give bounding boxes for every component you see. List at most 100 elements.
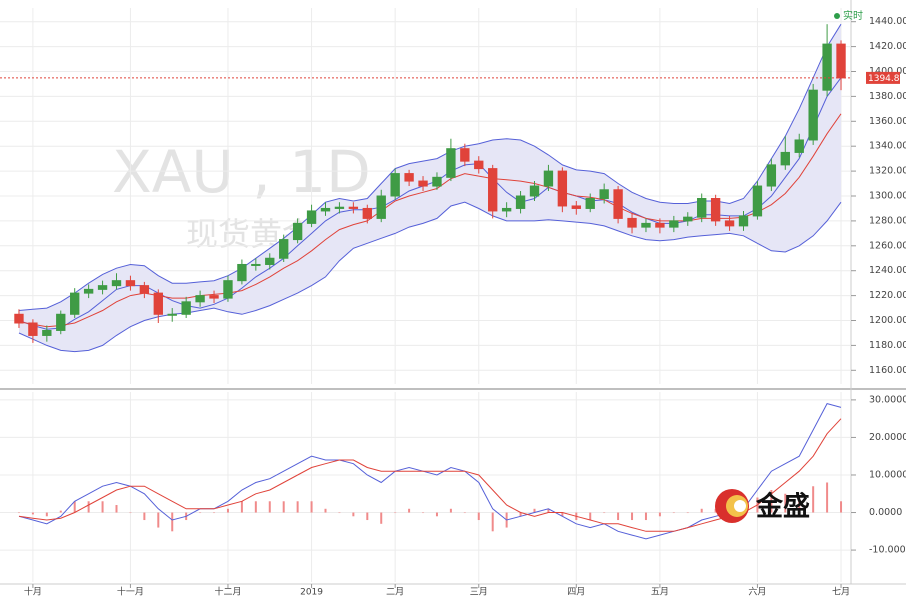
status: 实时 bbox=[843, 9, 863, 22]
histogram-bar bbox=[213, 512, 216, 514]
candle-body bbox=[404, 173, 414, 182]
macd-line bbox=[18, 403, 842, 540]
histogram-bar bbox=[408, 508, 411, 513]
x-tick-label: 三月 bbox=[470, 587, 488, 598]
candle-body bbox=[251, 263, 261, 266]
candle-body bbox=[460, 148, 470, 162]
histogram-bar bbox=[157, 512, 160, 528]
y-tick-label: -10.0000 bbox=[869, 545, 906, 556]
histogram-bar bbox=[449, 508, 452, 513]
candle-body bbox=[585, 197, 595, 209]
candle-body bbox=[571, 205, 581, 209]
y-tick-label: 1380.00 bbox=[869, 91, 906, 102]
y-tick-label: 1240.00 bbox=[869, 265, 906, 276]
histogram-bar bbox=[394, 512, 397, 514]
x-tick-label: 十一月 bbox=[117, 586, 144, 598]
y-tick-label: 1440.00 bbox=[869, 16, 906, 27]
x-tick-label: 2019 bbox=[300, 588, 323, 598]
candle-body bbox=[97, 285, 108, 290]
candle-body bbox=[613, 189, 623, 219]
logo-group: 金盛 bbox=[715, 489, 810, 523]
histogram-bar bbox=[840, 501, 843, 513]
candle-body bbox=[710, 197, 721, 222]
macd-line bbox=[18, 418, 842, 532]
candle-body bbox=[655, 222, 665, 228]
candle-body bbox=[432, 176, 442, 187]
histogram-bar bbox=[519, 512, 522, 517]
histogram-bar bbox=[268, 501, 271, 513]
histogram-bar bbox=[366, 512, 369, 521]
y-tick-label: 1300.00 bbox=[869, 191, 906, 202]
y-tick-label: 1260.00 bbox=[869, 240, 906, 251]
band-lower bbox=[18, 201, 842, 353]
candle-body bbox=[766, 164, 777, 187]
candle-body bbox=[265, 257, 275, 265]
y-tick-label: 1180.00 bbox=[869, 340, 906, 351]
y-tick-label: 10.0000 bbox=[869, 469, 906, 480]
histogram-bar bbox=[617, 512, 620, 521]
histogram-bar bbox=[770, 490, 773, 513]
y-tick-label: 1220.00 bbox=[869, 290, 906, 301]
candle-body bbox=[446, 148, 456, 178]
candle-body bbox=[56, 313, 66, 331]
candle-body bbox=[738, 215, 749, 227]
x-tick-label: 十二月 bbox=[214, 586, 241, 598]
candle-body bbox=[627, 217, 637, 228]
candle-body bbox=[794, 139, 804, 153]
histogram-bar bbox=[254, 501, 257, 513]
candle-body bbox=[488, 168, 498, 212]
candle-body bbox=[752, 185, 763, 217]
x-tick-label: 四月 bbox=[567, 587, 585, 598]
candle-body bbox=[139, 285, 150, 294]
candle-body bbox=[697, 197, 707, 218]
histogram-bar bbox=[533, 508, 536, 513]
y-tick-label: 1160.00 bbox=[869, 365, 906, 376]
y-tick-label: 20.0000 bbox=[869, 432, 906, 443]
y-tick-label: 30.0000 bbox=[869, 394, 906, 405]
histogram-bar bbox=[226, 508, 229, 513]
x-tick-label: 二月 bbox=[386, 587, 404, 598]
candle-body bbox=[376, 195, 386, 219]
candle-body bbox=[111, 280, 122, 287]
candle-body bbox=[669, 220, 679, 228]
histogram-bar bbox=[658, 512, 661, 517]
histogram-bar bbox=[87, 501, 90, 513]
histogram-bar bbox=[59, 510, 62, 513]
histogram-bar bbox=[589, 512, 592, 521]
histogram-bar bbox=[73, 501, 76, 513]
x-tick-label: 五月 bbox=[651, 587, 669, 598]
candle-body bbox=[348, 206, 359, 209]
histogram-bar bbox=[603, 512, 606, 514]
histogram-bar bbox=[644, 512, 647, 521]
histogram-bar bbox=[686, 512, 689, 514]
status-dot bbox=[834, 13, 840, 19]
candle-body bbox=[334, 206, 345, 209]
histogram-bar bbox=[672, 512, 675, 514]
candle-body bbox=[42, 329, 52, 336]
band-area bbox=[19, 24, 841, 352]
candle-body bbox=[822, 43, 832, 91]
histogram-bar bbox=[463, 512, 466, 514]
y-tick-label: 1400.00 bbox=[869, 66, 906, 77]
histogram-bar bbox=[422, 512, 425, 514]
histogram-bar bbox=[240, 501, 243, 513]
candle-body bbox=[599, 189, 609, 199]
last-price-tag bbox=[866, 71, 900, 84]
candle-body bbox=[641, 222, 651, 228]
candle-body bbox=[125, 280, 136, 287]
x-tick-label: 七月 bbox=[832, 587, 850, 598]
candle-body bbox=[209, 295, 219, 299]
candle-body bbox=[14, 313, 24, 324]
candle-body bbox=[418, 180, 428, 187]
logo-mark-core bbox=[734, 500, 746, 512]
candle-body bbox=[362, 207, 372, 219]
histogram-bar bbox=[491, 512, 494, 532]
candle-body bbox=[292, 222, 303, 241]
candle-body bbox=[237, 263, 247, 282]
histogram-bar bbox=[129, 512, 132, 514]
histogram-bar bbox=[115, 505, 118, 513]
histogram-bar bbox=[352, 512, 355, 517]
logo: 金盛 bbox=[755, 491, 810, 523]
histogram-bar bbox=[784, 493, 787, 513]
